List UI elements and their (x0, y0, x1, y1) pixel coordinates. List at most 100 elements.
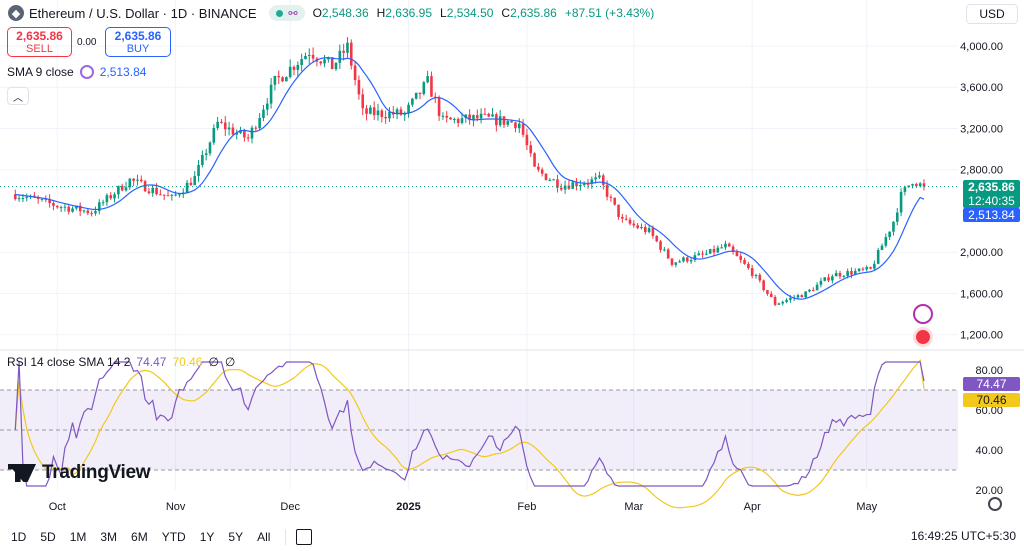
gear-icon[interactable] (988, 497, 1002, 511)
candle[interactable] (895, 207, 899, 226)
candle[interactable] (468, 109, 471, 125)
candle[interactable] (911, 183, 914, 189)
candle[interactable] (94, 206, 97, 216)
candle[interactable] (304, 52, 307, 60)
candle[interactable] (86, 208, 90, 216)
candle[interactable] (567, 180, 571, 190)
candle[interactable] (483, 107, 487, 116)
candle[interactable] (693, 252, 697, 263)
timeframe-ytd[interactable]: YTD (161, 530, 186, 544)
candle[interactable] (113, 192, 116, 203)
candle[interactable] (105, 193, 109, 206)
candle[interactable] (747, 261, 750, 270)
candle[interactable] (533, 152, 536, 168)
timeframe-all[interactable]: All (257, 530, 271, 544)
candle[interactable] (609, 194, 613, 202)
candle[interactable] (82, 209, 86, 214)
candle[interactable] (888, 231, 891, 240)
candle[interactable] (743, 257, 746, 265)
candle[interactable] (769, 291, 773, 298)
candle[interactable] (705, 249, 708, 256)
candle[interactable] (613, 197, 617, 206)
candle[interactable] (254, 125, 258, 132)
candle[interactable] (735, 249, 739, 257)
candle[interactable] (773, 295, 777, 307)
candle[interactable] (449, 116, 452, 120)
candle[interactable] (502, 116, 506, 128)
candle[interactable] (136, 174, 139, 186)
candle[interactable] (464, 114, 468, 123)
candle[interactable] (617, 204, 620, 220)
candle[interactable] (174, 190, 177, 197)
candle[interactable] (506, 120, 510, 127)
candle[interactable] (601, 173, 605, 190)
candle[interactable] (391, 105, 395, 119)
candle[interactable] (117, 185, 120, 199)
candle[interactable] (804, 291, 807, 299)
candle[interactable] (884, 233, 888, 248)
candle[interactable] (273, 75, 277, 91)
candle[interactable] (269, 78, 273, 109)
candle[interactable] (903, 185, 907, 196)
candle[interactable] (426, 70, 429, 84)
candle[interactable] (850, 267, 853, 279)
candle[interactable] (437, 95, 441, 121)
candle[interactable] (71, 206, 74, 213)
candle[interactable] (418, 92, 422, 100)
candle[interactable] (811, 287, 815, 292)
candle[interactable] (724, 240, 727, 250)
candle[interactable] (139, 175, 143, 183)
candle[interactable] (537, 162, 540, 173)
candle[interactable] (162, 194, 166, 201)
candle[interactable] (384, 110, 387, 124)
candle[interactable] (411, 97, 414, 107)
timeframe-6m[interactable]: 6M (131, 530, 148, 544)
candle[interactable] (246, 133, 250, 142)
candle[interactable] (63, 202, 67, 212)
candle[interactable] (277, 70, 281, 85)
candle[interactable] (353, 61, 357, 86)
candle[interactable] (834, 270, 838, 277)
candle[interactable] (185, 180, 189, 193)
lightning-icon[interactable] (913, 304, 933, 324)
candle[interactable] (315, 56, 319, 67)
candle[interactable] (762, 279, 765, 292)
candle[interactable] (338, 44, 342, 70)
candle[interactable] (491, 107, 494, 117)
candle[interactable] (369, 104, 372, 115)
symbol-title[interactable]: Ethereum / U.S. Dollar · 1D · BINANCE (29, 5, 257, 21)
candle[interactable] (265, 98, 269, 116)
candle[interactable] (227, 121, 231, 136)
candle[interactable] (758, 272, 762, 283)
timeframe-1y[interactable]: 1Y (199, 530, 215, 544)
candle[interactable] (262, 104, 265, 122)
candle[interactable] (235, 129, 239, 140)
candle[interactable] (899, 188, 903, 217)
candle[interactable] (334, 62, 338, 71)
candle[interactable] (319, 60, 323, 66)
candle[interactable] (624, 214, 628, 221)
collapse-legend-button[interactable]: ︿ (7, 87, 29, 105)
timeframe-5y[interactable]: 5Y (228, 530, 244, 544)
candle[interactable] (170, 193, 174, 201)
candle[interactable] (544, 173, 548, 181)
candle[interactable] (90, 210, 93, 217)
candle[interactable] (647, 225, 651, 234)
candle[interactable] (666, 247, 670, 259)
candle[interactable] (300, 53, 303, 72)
candle[interactable] (838, 270, 842, 280)
candle[interactable] (456, 117, 460, 128)
candle[interactable] (399, 106, 403, 116)
candle[interactable] (800, 294, 804, 298)
candle[interactable] (777, 302, 781, 306)
market-status[interactable]: ⚯ (268, 5, 305, 21)
candle[interactable] (78, 202, 82, 216)
calendar-icon[interactable] (296, 529, 313, 545)
candle[interactable] (579, 180, 582, 191)
candle[interactable] (479, 108, 483, 124)
candle[interactable] (621, 214, 624, 223)
candle[interactable] (216, 116, 219, 131)
candle[interactable] (445, 111, 449, 123)
candle[interactable] (349, 39, 353, 70)
candle[interactable] (655, 235, 659, 243)
